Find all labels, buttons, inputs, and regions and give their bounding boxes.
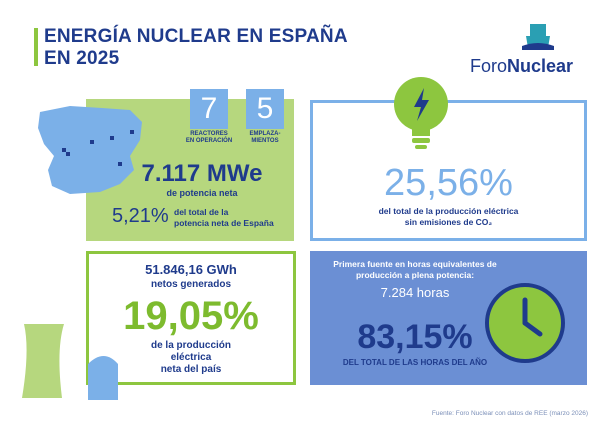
hours-share-value: 83,15% [357, 318, 473, 356]
hours-value: 7.284 horas [380, 285, 450, 300]
power-share-value: 5,21% [112, 205, 169, 227]
emissions-label: del total de la producción eléctrica sin … [378, 206, 519, 227]
emissions-panel [310, 100, 587, 241]
lightbulb-icon [394, 77, 448, 149]
generation-label: netos generados [150, 279, 232, 290]
emissions-share-value: 25,56% [384, 162, 513, 204]
reactors-label: REACTORES EN OPERACIÓN [185, 131, 233, 144]
hours-share-label: DEL TOTAL DE LAS HORAS DEL AÑO [342, 358, 488, 367]
page-title-line2: EN 2025 [44, 48, 120, 69]
spain-map-icon [38, 106, 142, 194]
hours-intro: Primera fuente en horas equivalentes de p… [333, 259, 497, 280]
foronuclear-logo-text: ForoNuclear [470, 56, 574, 76]
foronuclear-logo-icon [522, 24, 554, 50]
clock-icon [485, 283, 565, 363]
title-accent-bar [34, 28, 38, 66]
generation-value: 51.846,16 GWh [145, 262, 237, 277]
sites-count: 5 [246, 89, 284, 129]
generation-share-value: 19,05% [123, 294, 259, 338]
page-title-line1: ENERGÍA NUCLEAR EN ESPAÑA [44, 26, 348, 47]
generation-panel [86, 251, 296, 385]
power-share-label: del total de la potencia neta de España [174, 207, 274, 228]
reactors-count: 7 [190, 89, 228, 129]
net-power-label: de potencia neta [166, 188, 238, 198]
sites-label: EMPLAZA- MIENTOS [249, 131, 281, 144]
net-power-value: 7.117 MWe [141, 160, 263, 187]
source-note: Fuente: Foro Nuclear con datos de REE (m… [431, 410, 588, 417]
cooling-tower-icon [22, 324, 118, 400]
generation-share-label: de la producción eléctrica neta del país [150, 340, 231, 375]
